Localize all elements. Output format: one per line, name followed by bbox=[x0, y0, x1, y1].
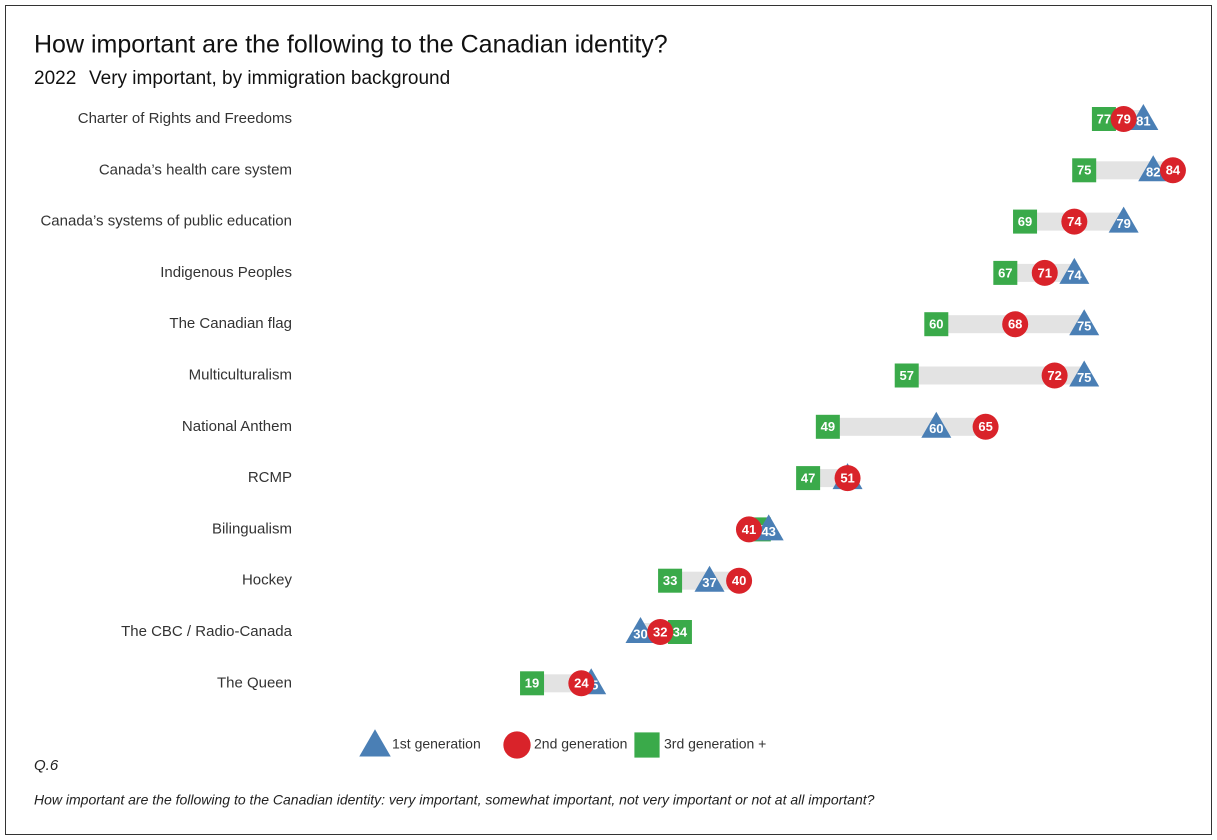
dot-triangle bbox=[921, 411, 952, 438]
value-label: 40 bbox=[732, 573, 746, 588]
dot-circle bbox=[1002, 311, 1029, 338]
category-label: Bilingualism bbox=[212, 520, 292, 537]
value-label: 32 bbox=[653, 624, 667, 639]
category-label: RCMP bbox=[248, 469, 292, 486]
category-label: The CBC / Radio-Canada bbox=[121, 623, 293, 640]
legend-label: 1st generation bbox=[392, 736, 481, 752]
category-label: Multiculturalism bbox=[189, 366, 292, 383]
dot-square bbox=[1013, 209, 1038, 234]
value-label: 60 bbox=[929, 317, 943, 332]
dot-circle bbox=[647, 619, 674, 645]
value-label: 67 bbox=[998, 265, 1012, 280]
dot-circle bbox=[972, 413, 999, 440]
value-label: 19 bbox=[525, 676, 539, 691]
dot-square bbox=[924, 312, 949, 337]
value-label: 79 bbox=[1116, 216, 1130, 231]
value-label: 75 bbox=[1077, 319, 1091, 334]
category-label: The Queen bbox=[217, 674, 292, 691]
value-label: 71 bbox=[1038, 265, 1052, 280]
value-label: 33 bbox=[663, 573, 677, 588]
dot-square bbox=[1072, 158, 1097, 183]
value-label: 74 bbox=[1067, 267, 1082, 282]
chart-border bbox=[5, 5, 1212, 835]
value-label: 65 bbox=[978, 419, 992, 434]
value-label: 24 bbox=[574, 676, 589, 691]
chart-title: How important are the following to the C… bbox=[34, 31, 668, 59]
dot-triangle bbox=[1108, 206, 1139, 233]
value-label: 84 bbox=[1166, 163, 1181, 178]
value-label: 68 bbox=[1008, 317, 1022, 332]
category-label: Charter of Rights and Freedoms bbox=[78, 110, 292, 127]
value-label: 47 bbox=[801, 471, 815, 486]
value-label: 41 bbox=[742, 522, 756, 537]
value-label: 81 bbox=[1136, 113, 1150, 128]
category-label: The Canadian flag bbox=[169, 315, 292, 332]
legend-marker bbox=[359, 729, 391, 757]
dot-square bbox=[894, 363, 919, 388]
dot-square bbox=[993, 260, 1018, 285]
dot-triangle bbox=[1069, 309, 1100, 336]
dot-circle bbox=[568, 670, 595, 697]
dot-circle bbox=[1031, 259, 1058, 286]
dot-square bbox=[815, 414, 840, 439]
dot-square bbox=[520, 671, 545, 696]
chart-year: 2022 bbox=[34, 68, 76, 89]
dot-circle bbox=[726, 567, 753, 594]
legend-marker bbox=[503, 731, 531, 759]
value-label: 43 bbox=[761, 524, 775, 539]
value-label: 37 bbox=[702, 575, 716, 590]
legend-marker bbox=[634, 732, 660, 758]
category-label: Canada’s systems of public education bbox=[40, 213, 292, 230]
value-label: 74 bbox=[1067, 214, 1082, 229]
range-band bbox=[906, 366, 1085, 385]
category-label: Hockey bbox=[242, 572, 293, 589]
footnote-id: Q.6 bbox=[34, 757, 59, 774]
value-label: 82 bbox=[1146, 165, 1160, 180]
footnote: How important are the following to the C… bbox=[34, 792, 875, 808]
dot-triangle bbox=[625, 617, 656, 643]
dot-square bbox=[658, 568, 683, 593]
category-label: Indigenous Peoples bbox=[160, 264, 292, 281]
dot-triangle bbox=[694, 565, 725, 592]
dot-circle bbox=[1110, 106, 1137, 132]
value-label: 34 bbox=[673, 624, 688, 639]
dot-circle bbox=[735, 516, 762, 543]
dot-triangle bbox=[1138, 155, 1169, 182]
value-label: 60 bbox=[929, 421, 943, 436]
dot-triangle bbox=[1069, 360, 1100, 387]
dot-circle bbox=[1061, 208, 1088, 235]
value-label: 49 bbox=[821, 419, 835, 434]
legend-label: 3rd generation + bbox=[664, 736, 766, 752]
legend-label: 2nd generation bbox=[534, 736, 627, 752]
dot-square bbox=[796, 466, 821, 491]
dot-triangle bbox=[1128, 104, 1159, 130]
dot-triangle bbox=[1059, 257, 1090, 284]
value-label: 75 bbox=[1077, 370, 1091, 385]
dot-circle bbox=[1041, 362, 1068, 389]
value-label: 79 bbox=[1116, 111, 1130, 126]
category-label: National Anthem bbox=[182, 418, 292, 435]
dot-circle bbox=[1159, 157, 1186, 184]
category-label: Canada’s health care system bbox=[99, 161, 292, 178]
value-label: 77 bbox=[1097, 111, 1111, 126]
value-label: 69 bbox=[1018, 214, 1032, 229]
range-band bbox=[827, 417, 986, 436]
value-label: 75 bbox=[1077, 163, 1091, 178]
dot-circle bbox=[834, 465, 861, 492]
value-label: 51 bbox=[840, 471, 854, 486]
value-label: 72 bbox=[1047, 368, 1061, 383]
value-label: 57 bbox=[899, 368, 913, 383]
value-label: 30 bbox=[633, 626, 647, 641]
chart-subtitle: Very important, by immigration backgroun… bbox=[89, 68, 450, 89]
dot-triangle bbox=[753, 514, 784, 541]
